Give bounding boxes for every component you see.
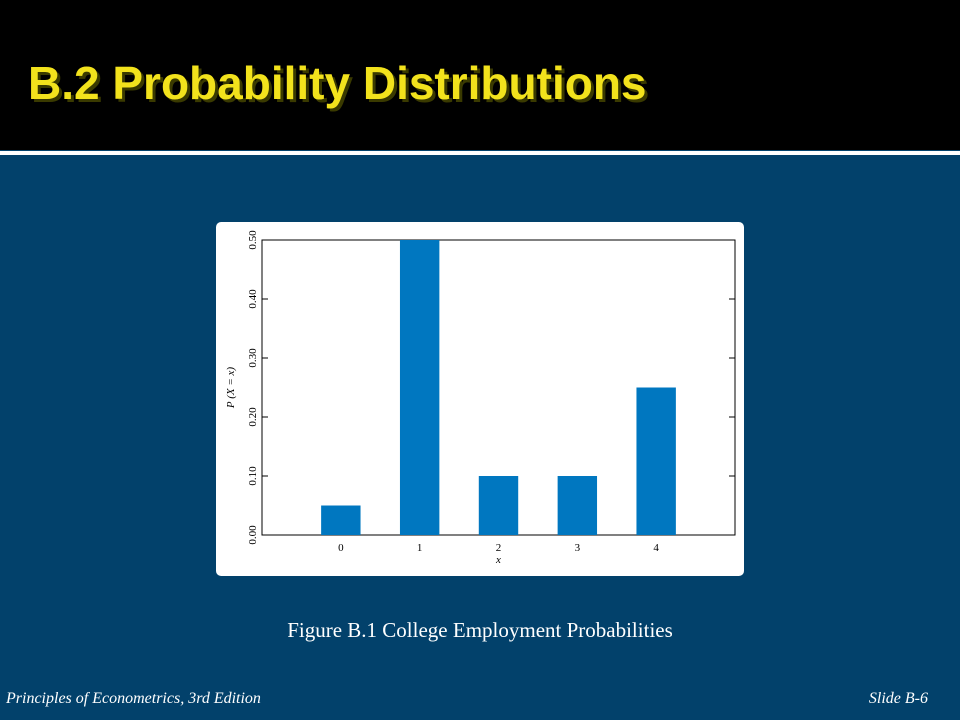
x-tick-label: 2 <box>496 542 502 554</box>
footer-left: Principles of Econometrics, 3rd Edition <box>5 690 261 707</box>
x-tick-label: 0 <box>338 542 344 554</box>
y-tick-label: 0.50 <box>247 230 259 250</box>
caption: Figure B.1 College Employment Probabilit… <box>287 618 673 642</box>
y-tick-label: 0.00 <box>247 525 259 545</box>
y-tick-label: 0.40 <box>247 289 259 309</box>
bar <box>478 476 519 535</box>
y-tick-label: 0.20 <box>247 407 259 427</box>
x-axis-label: x <box>495 554 501 566</box>
header-band <box>0 0 960 150</box>
bar <box>557 476 598 535</box>
chart: 0.00 0.10 0.20 0.30 0.40 0.50 P (X = x) 0 1 2 3 4 x <box>225 230 736 566</box>
x-tick-label: 4 <box>653 542 659 554</box>
y-tick-label: 0.10 <box>247 466 259 486</box>
bar <box>399 240 440 535</box>
y-axis-label: P (X = x) <box>225 367 237 409</box>
bar <box>636 387 676 535</box>
x-tick-label: 3 <box>575 542 581 554</box>
x-tick-label: 1 <box>417 542 423 554</box>
slide-title: B.2 Probability Distributions <box>28 57 647 109</box>
title-shadow: B.2 Probability Distributions <box>31 60 650 112</box>
chart-panel <box>216 222 744 576</box>
bar <box>321 505 361 535</box>
y-tick-label: 0.30 <box>247 348 259 368</box>
footer-right: Slide B-6 <box>869 690 928 707</box>
header-rule <box>0 151 960 155</box>
